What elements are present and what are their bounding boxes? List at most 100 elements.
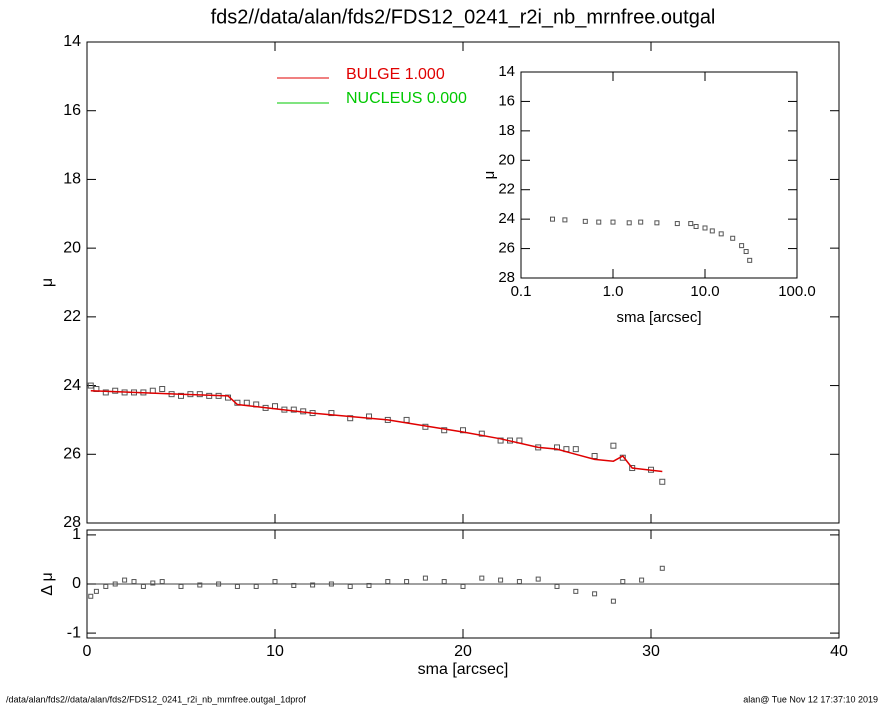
data-point: [441, 579, 447, 585]
data-point: [554, 444, 560, 451]
data-point: [610, 598, 616, 604]
y-tick-label: 14: [63, 33, 81, 50]
data-point: [178, 583, 184, 589]
data-point: [747, 257, 753, 263]
data-point: [573, 588, 579, 594]
data-point: [709, 228, 715, 234]
y-tick-label: 24: [498, 210, 515, 227]
data-point: [592, 591, 598, 597]
data-point: [216, 581, 222, 587]
legend-label: NUCLEUS 0.000: [346, 90, 467, 107]
data-point: [596, 219, 602, 225]
data-point: [638, 219, 644, 225]
plot-frame: [520, 71, 798, 279]
x-tick-label: 1.0: [603, 283, 624, 300]
x-axis-label: sma [arcsec]: [616, 309, 701, 326]
data-point: [122, 577, 128, 583]
data-point: [290, 406, 297, 413]
y-tick-label: 24: [63, 377, 81, 394]
data-point: [478, 430, 485, 437]
data-point: [253, 583, 259, 589]
data-point: [739, 243, 745, 249]
data-point: [654, 220, 660, 226]
data-point: [347, 583, 353, 589]
y-tick-label: 26: [63, 446, 81, 463]
y-tick-label: 14: [498, 63, 515, 80]
y-axis-label: Δ μ: [39, 572, 56, 595]
data-point: [610, 442, 617, 449]
x-tick-label: 0.1: [511, 283, 532, 300]
data-point: [347, 415, 354, 422]
data-point: [659, 478, 666, 485]
data-point: [310, 582, 316, 588]
data-point: [693, 224, 699, 229]
y-tick-label: 18: [498, 122, 515, 139]
data-point: [562, 217, 568, 223]
data-point: [610, 219, 616, 225]
footer-right: alan@ Tue Nov 12 17:37:10 2019: [743, 694, 878, 704]
chart-title: fds2//data/alan/fds2/FDS12_0241_r2i_nb_m…: [211, 6, 716, 28]
data-point: [112, 387, 119, 394]
data-point: [366, 413, 372, 420]
y-tick-label: 16: [498, 92, 515, 109]
y-tick-label: -1: [67, 624, 81, 641]
data-point: [93, 588, 99, 594]
data-point: [718, 231, 724, 237]
data-point: [103, 583, 109, 589]
x-tick-label: 10.0: [690, 283, 719, 300]
plot-frame: [86, 41, 840, 524]
data-point: [243, 399, 250, 406]
data-point: [516, 579, 522, 585]
x-tick-label: 0: [83, 643, 92, 660]
data-point: [422, 575, 428, 581]
y-tick-label: 0: [72, 575, 81, 592]
y-tick-label: 16: [63, 102, 81, 119]
data-point: [328, 410, 335, 417]
data-point: [554, 583, 560, 589]
data-point: [582, 218, 588, 224]
data-point: [88, 593, 94, 599]
y-tick-label: 18: [63, 171, 81, 188]
data-point: [441, 427, 448, 434]
data-point: [385, 579, 391, 585]
data-point: [197, 582, 203, 588]
data-point: [572, 446, 579, 453]
data-point: [150, 580, 156, 586]
data-point: [498, 577, 504, 583]
data-point: [620, 579, 626, 585]
data-point: [140, 583, 146, 589]
data-point: [591, 453, 598, 460]
x-tick-label: 20: [454, 643, 472, 660]
x-axis-label: sma [arcsec]: [418, 661, 509, 678]
data-point: [702, 225, 708, 231]
data-point: [178, 392, 184, 399]
data-point: [234, 583, 240, 589]
y-tick-label: 20: [63, 239, 81, 256]
y-tick-label: 22: [498, 181, 515, 198]
data-point: [291, 582, 297, 588]
x-tick-label: 30: [642, 643, 660, 660]
y-tick-label: 28: [498, 269, 515, 286]
data-point: [102, 389, 109, 396]
data-point: [159, 579, 165, 585]
legend-label: BULGE 1.000: [346, 66, 445, 83]
data-point: [550, 216, 556, 222]
data-point: [131, 579, 137, 585]
y-tick-label: 20: [498, 151, 515, 168]
y-axis-label: μ: [481, 171, 498, 180]
data-point: [639, 577, 645, 583]
data-point: [272, 579, 278, 585]
data-point: [479, 575, 485, 581]
y-tick-label: 28: [63, 514, 81, 531]
x-tick-label: 10: [266, 643, 284, 660]
data-point: [87, 382, 94, 389]
data-point: [112, 581, 118, 587]
y-tick-label: 1: [72, 526, 81, 543]
data-point: [674, 221, 680, 227]
y-tick-label: 26: [498, 240, 515, 257]
y-axis-label: μ: [39, 278, 56, 287]
data-point: [366, 582, 372, 588]
data-point: [626, 220, 632, 226]
data-point: [159, 386, 166, 393]
